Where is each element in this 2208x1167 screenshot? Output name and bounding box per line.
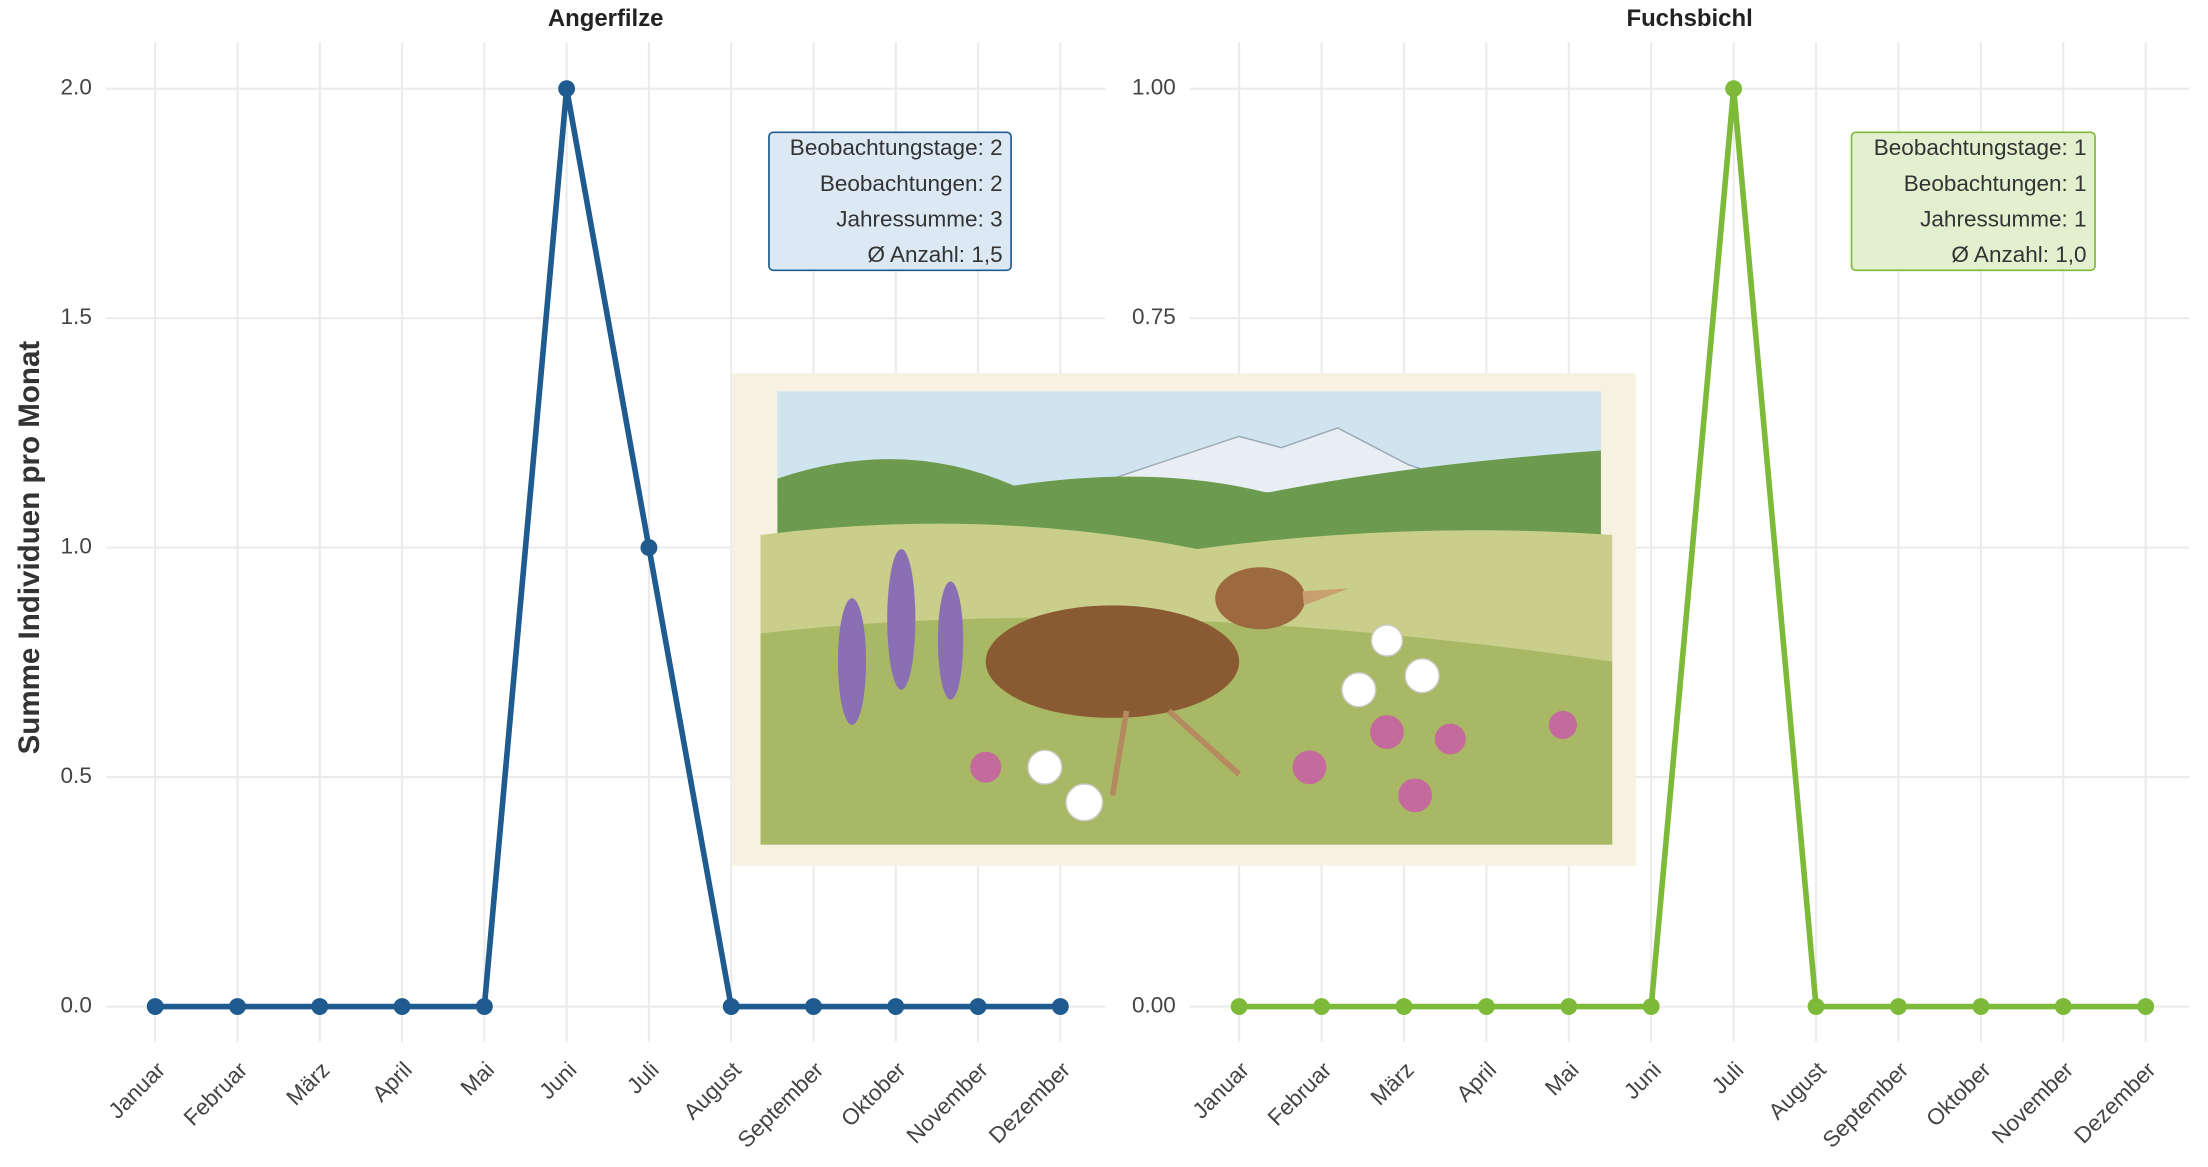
point	[1972, 998, 1990, 1015]
x-tick-label: November	[902, 1057, 993, 1148]
info-box	[1850, 131, 2096, 272]
point	[229, 998, 246, 1015]
x-tick-label: Juni	[535, 1057, 582, 1104]
y-tick-label: 1.0	[61, 534, 92, 559]
point	[1477, 998, 1495, 1015]
chart-title: Angerfilze	[548, 5, 664, 32]
x-tick-label: Mai	[456, 1057, 499, 1100]
illustration	[732, 373, 1637, 866]
point	[311, 998, 329, 1015]
y-tick-label: 0.75	[1132, 304, 1176, 329]
point	[2137, 998, 2155, 1015]
x-tick-label: Oktober	[836, 1057, 911, 1132]
y-tick-label: 0.5	[61, 763, 92, 788]
x-tick-label: April	[1452, 1057, 1502, 1107]
x-tick-label: März	[281, 1057, 334, 1110]
info-text: Beobachtungstage: 1	[1874, 135, 2087, 160]
x-tick-label: April	[367, 1057, 417, 1107]
point	[887, 998, 905, 1015]
point	[1313, 998, 1331, 1015]
point	[1890, 998, 1907, 1015]
info-text: Ø Anzahl: 1,5	[867, 242, 1002, 267]
info-text: Ø Anzahl: 1,0	[1951, 242, 2086, 267]
point	[1560, 998, 1578, 1015]
point	[393, 998, 411, 1015]
x-tick-label: Oktober	[1921, 1057, 1996, 1132]
point	[722, 998, 740, 1015]
info-text: Beobachtungen: 2	[820, 171, 1003, 196]
x-tick-label: Dezember	[2069, 1057, 2160, 1148]
x-tick-label: Februar	[179, 1057, 253, 1131]
y-tick-label: 2.0	[61, 75, 92, 100]
info-text: Jahressumme: 3	[836, 206, 1002, 231]
annotations: Beobachtungstage: 2 Beobachtungen: 2 Jahre…	[768, 131, 2096, 272]
point	[640, 539, 658, 557]
x-tick-label: Januar	[1188, 1057, 1255, 1124]
point	[1395, 998, 1413, 1015]
info-box	[768, 131, 1012, 272]
x-tick-label: Januar	[104, 1057, 171, 1124]
line	[1239, 85, 2146, 1010]
x-tick-label: Dezember	[984, 1057, 1075, 1148]
x-tick-label: September	[733, 1057, 829, 1153]
x-tick-label: März	[1366, 1057, 1419, 1110]
point	[146, 998, 164, 1015]
info-text: Beobachtungen: 1	[1904, 171, 2087, 196]
x-tick-label: August	[1764, 1057, 1832, 1125]
point	[1725, 80, 1743, 98]
y-tick-label: 0.00	[1132, 992, 1176, 1017]
x-tick-label: September	[1818, 1057, 1914, 1153]
x-tick-label: Mai	[1540, 1057, 1583, 1100]
y-axis-title: Summe Individuen pro Monat	[13, 341, 46, 755]
point	[805, 998, 822, 1015]
chart-title: Fuchsbichl	[1626, 5, 1752, 32]
y-tick-label: 0.0	[61, 992, 92, 1017]
point	[1642, 998, 1660, 1015]
x-tick-label: Juli	[622, 1057, 664, 1099]
x-tick-label: November	[1987, 1057, 2078, 1148]
point	[2054, 998, 2072, 1015]
point	[558, 80, 576, 98]
point	[1807, 998, 1825, 1015]
x-tick-label: Februar	[1263, 1057, 1337, 1131]
point	[475, 998, 493, 1015]
y-tick-label: 1.00	[1132, 75, 1176, 100]
line	[155, 85, 1061, 1010]
info-text: Jahressumme: 1	[1920, 206, 2086, 231]
point	[969, 998, 987, 1015]
x-tick-label: Juli	[1707, 1057, 1749, 1099]
x-tick-label: Juni	[1619, 1057, 1666, 1104]
y-tick-label: 1.5	[61, 304, 92, 329]
info-text: Beobachtungstage: 2	[790, 135, 1003, 160]
x-tick-label: August	[679, 1057, 747, 1125]
point	[1051, 998, 1069, 1015]
point	[1230, 998, 1248, 1015]
